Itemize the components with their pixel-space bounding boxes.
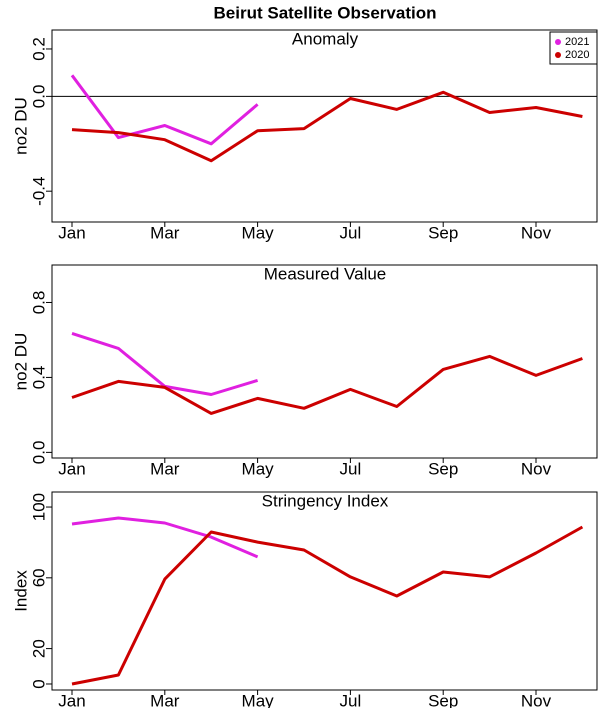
x-tick-label: Jan <box>58 459 85 478</box>
x-tick-label: Mar <box>150 223 180 242</box>
y-tick-label: 60 <box>29 568 48 587</box>
y-axis-label: Index <box>11 570 30 612</box>
y-tick-label: 20 <box>29 639 48 658</box>
x-tick-label: Sep <box>428 223 458 242</box>
x-tick-label: Mar <box>150 691 180 708</box>
series-line <box>71 90 583 163</box>
legend-label: 2021 <box>565 36 589 48</box>
x-tick-label: Jul <box>340 459 362 478</box>
panel-title: Anomaly <box>292 29 359 48</box>
legend-label: 2020 <box>565 49 589 61</box>
x-tick-label: May <box>242 691 275 708</box>
y-tick-label: 0.4 <box>29 366 48 390</box>
y-tick-label: 0.2 <box>29 37 48 61</box>
legend-box <box>549 31 598 65</box>
series-line <box>71 516 259 559</box>
y-tick-label: 100 <box>29 493 48 521</box>
chart-title: Beirut Satellite Observation <box>214 3 437 22</box>
x-tick-label: May <box>242 459 275 478</box>
y-tick-label: 0.8 <box>29 291 48 315</box>
x-tick-label: Sep <box>428 691 458 708</box>
x-tick-label: Jan <box>58 223 85 242</box>
x-tick-label: Nov <box>521 223 552 242</box>
series-line <box>71 525 584 686</box>
y-tick-label: 0.0 <box>29 85 48 109</box>
plot-frame <box>51 264 598 459</box>
y-tick-label: 0 <box>29 679 48 688</box>
y-axis-label: no2 DU <box>11 97 30 155</box>
y-tick-label: 0.0 <box>29 441 48 465</box>
y-tick-label: -0.4 <box>29 177 48 206</box>
x-tick-label: Nov <box>521 691 552 708</box>
series-line <box>70 74 259 146</box>
plot-frame <box>51 29 598 223</box>
x-tick-label: Jul <box>340 223 362 242</box>
panel-title: Measured Value <box>264 264 387 283</box>
x-tick-label: Nov <box>521 459 552 478</box>
panel-title: Stringency Index <box>262 491 389 510</box>
legend-marker <box>555 52 561 58</box>
plot-frame <box>51 491 598 691</box>
legend-marker <box>555 39 561 45</box>
x-tick-label: Jan <box>58 691 85 708</box>
x-tick-label: Jul <box>340 691 362 708</box>
x-tick-label: Mar <box>150 459 180 478</box>
x-tick-label: Sep <box>428 459 458 478</box>
y-axis-label: no2 DU <box>11 333 30 391</box>
x-tick-label: May <box>242 223 275 242</box>
series-line <box>71 354 583 415</box>
